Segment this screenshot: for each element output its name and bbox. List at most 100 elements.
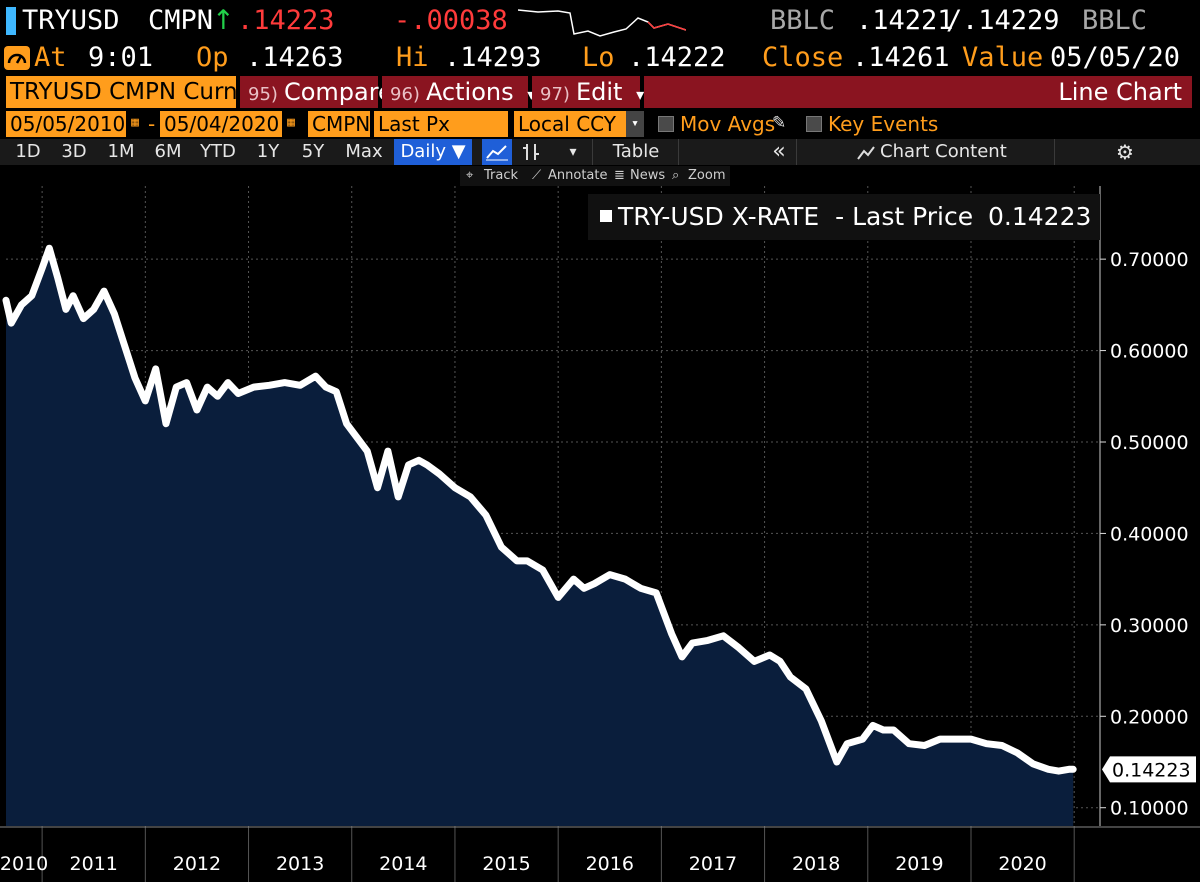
x-tick-label: 2012 xyxy=(173,853,221,875)
ohlc-bar-icon[interactable] xyxy=(516,139,546,165)
chart-type-label[interactable]: Line Chart xyxy=(644,76,1192,108)
calendar-icon[interactable]: ▦ xyxy=(284,114,298,132)
edit-label: Edit xyxy=(575,78,623,106)
x-axis: 2010 2011 2012 2013 2014 2015 2016 2017 2018 2019… xyxy=(0,826,1200,882)
last-price-tag-shape xyxy=(1102,756,1196,783)
actions-button[interactable]: 96)Actions ▾ xyxy=(382,76,535,108)
end-date-field[interactable]: 05/04/2020 xyxy=(160,111,282,137)
low-value: .14222 xyxy=(628,42,726,73)
compare-button[interactable]: 95) Compare xyxy=(240,76,393,108)
y-tick-label: 0.30000 xyxy=(1110,615,1189,637)
x-tick-label: 2019 xyxy=(895,853,943,875)
high-label: Hi xyxy=(396,42,429,73)
pricing-source-field[interactable]: CMPN xyxy=(308,111,370,137)
value-label: Value xyxy=(962,42,1044,73)
price-area xyxy=(6,248,1074,826)
value-date: 05/05/20 xyxy=(1050,42,1181,73)
track-button[interactable]: Track xyxy=(484,168,519,183)
chevron-down-icon[interactable]: ▾ xyxy=(569,144,577,160)
x-tick-label: 2010 xyxy=(0,853,48,875)
y-tick-label: 0.20000 xyxy=(1110,706,1189,728)
mov-avgs-checkbox[interactable] xyxy=(658,116,674,132)
period-max[interactable]: Max xyxy=(345,141,383,162)
period-1m[interactable]: 1M xyxy=(107,141,135,162)
ask-source: BBLC xyxy=(1082,5,1148,36)
last-price: .14223 xyxy=(237,5,335,36)
period-3d[interactable]: 3D xyxy=(61,141,87,162)
key-events-label: Key Events xyxy=(828,112,939,136)
period-bar: 1D 3D 1M 6M YTD 1Y 5Y Max Daily ▼ ▾ Tabl… xyxy=(0,139,1200,165)
ticker-marker xyxy=(6,7,16,35)
y-tick-label: 0.40000 xyxy=(1110,523,1189,545)
y-tick-label: 0.50000 xyxy=(1110,432,1189,454)
x-tick-label: 2015 xyxy=(482,853,530,875)
x-tick-label: 2014 xyxy=(379,853,427,875)
actions-label: Actions xyxy=(425,78,514,106)
chevron-down-icon: ▾ xyxy=(527,85,535,104)
date-range-dash: - xyxy=(148,112,156,136)
close-label: Close xyxy=(762,42,844,73)
annotate-icon[interactable]: ⟋ xyxy=(532,168,542,183)
last-price-tag-label: 0.14223 xyxy=(1112,759,1191,781)
search-icon[interactable]: ⌕ xyxy=(672,168,680,183)
collapse-icon[interactable]: « xyxy=(772,139,786,164)
last-price-tag: 0.14223 xyxy=(1102,756,1196,783)
frequency-select[interactable]: Daily ▼ xyxy=(394,139,472,165)
price-field-select[interactable]: Last Px xyxy=(374,111,508,137)
news-icon[interactable]: ≣ xyxy=(614,168,625,183)
legend-swatch xyxy=(600,210,612,222)
chart-tools: ⌖ Track ⟋ Annotate ≣ News ⌕ Zoom xyxy=(460,166,730,186)
bid-source: BBLC xyxy=(770,5,836,36)
period-6m[interactable]: 6M xyxy=(154,141,182,162)
start-date-field[interactable]: 05/05/2010 xyxy=(6,111,126,137)
x-tick-label: 2017 xyxy=(689,853,737,875)
ticker[interactable]: TRYUSD xyxy=(22,5,120,36)
settings-row: 05/05/2010 ▦ - 05/04/2020 ▦ CMPN Last Px… xyxy=(0,111,1200,137)
ask-price: .14229 xyxy=(962,5,1060,36)
track-icon[interactable]: ⌖ xyxy=(466,168,474,183)
table-button[interactable]: Table xyxy=(612,141,660,162)
x-tick-label: 2020 xyxy=(998,853,1046,875)
actions-number: 96) xyxy=(390,84,420,105)
speedometer-icon[interactable] xyxy=(4,46,30,70)
calendar-icon[interactable]: ▦ xyxy=(128,114,142,132)
x-tick-label: 2016 xyxy=(586,853,634,875)
annotate-button[interactable]: Annotate xyxy=(548,168,608,183)
gear-icon[interactable]: ⚙ xyxy=(1116,140,1134,164)
function-toolbar: TRYUSD CMPN Curnc 95) Compare 96) Actions … xyxy=(0,76,1200,108)
chart-content-icon xyxy=(856,139,876,165)
y-tick-label: 0.60000 xyxy=(1110,341,1189,363)
news-button[interactable]: News xyxy=(630,168,666,183)
key-events-checkbox[interactable] xyxy=(806,116,822,132)
period-1y[interactable]: 1Y xyxy=(256,141,280,162)
low-label: Lo xyxy=(582,42,615,73)
bid-price: .14221 xyxy=(856,5,954,36)
zoom-button[interactable]: Zoom xyxy=(688,168,726,183)
x-tick-label: 2013 xyxy=(276,853,324,875)
period-1d[interactable]: 1D xyxy=(15,141,41,162)
x-tick-label: 2011 xyxy=(70,853,118,875)
chart-legend[interactable]: TRY-USD X-RATE - Last Price 0.14223 xyxy=(588,194,1100,240)
chart-content-button[interactable]: Chart Content xyxy=(880,141,1007,162)
intraday-sparkline xyxy=(518,9,686,37)
edit-button[interactable]: 97) Edit ▾ xyxy=(532,76,644,108)
net-change: -.00038 xyxy=(394,5,508,36)
arrow-up-icon: ↑ xyxy=(212,5,235,36)
edit-number: 97) xyxy=(540,84,570,105)
period-ytd[interactable]: YTD xyxy=(200,141,236,162)
y-tick-label: 0.70000 xyxy=(1110,249,1189,271)
quote-header: TRYUSD CMPN ↑ .14223 -.00038 BBLC .14221… xyxy=(0,0,1200,42)
chevron-down-icon[interactable]: ▾ xyxy=(626,111,644,137)
compare-label: Compare xyxy=(283,78,393,106)
period-5y[interactable]: 5Y xyxy=(301,141,325,162)
line-chart-icon[interactable] xyxy=(482,139,512,165)
pencil-icon[interactable]: ✎ xyxy=(772,113,787,133)
bid-ask-separator: / xyxy=(946,5,963,36)
currency-select[interactable]: Local CCY xyxy=(514,111,626,137)
price-chart[interactable]: 0.10000 0.20000 0.30000 0.40000 0.50000 0.600… xyxy=(0,166,1200,882)
pricing-source: CMPN xyxy=(148,5,214,36)
open-value: .14263 xyxy=(246,42,344,73)
security-field[interactable]: TRYUSD CMPN Curnc xyxy=(6,76,236,108)
open-label: Op xyxy=(196,42,229,73)
chevron-down-icon: ▾ xyxy=(636,85,645,104)
